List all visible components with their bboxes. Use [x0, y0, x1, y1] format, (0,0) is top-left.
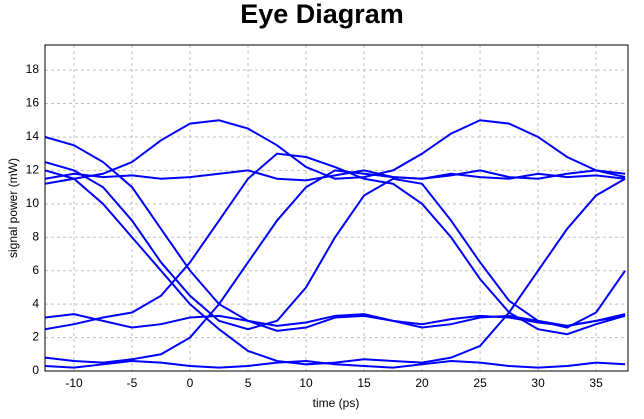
eye-trace — [45, 119, 626, 180]
eye-trace — [45, 313, 626, 329]
x-tick-label: -5 — [127, 376, 138, 390]
y-tick-label: 18 — [26, 62, 40, 76]
eye-trace — [45, 135, 626, 332]
x-tick-label: 20 — [415, 376, 429, 390]
eye-trace — [45, 169, 626, 364]
y-tick-label: 10 — [26, 196, 40, 210]
eye-trace — [45, 152, 626, 336]
y-tick-label: 4 — [32, 296, 39, 310]
x-tick-label: -10 — [65, 376, 83, 390]
y-tick-label: 0 — [32, 363, 39, 377]
x-tick-label: 30 — [531, 376, 545, 390]
eye-trace — [45, 161, 626, 331]
y-tick-label: 12 — [26, 163, 40, 177]
x-tick-label: 10 — [299, 376, 313, 390]
traces — [45, 119, 626, 369]
y-tick-label: 16 — [26, 96, 40, 110]
x-tick-label: 25 — [473, 376, 487, 390]
plot-frame — [44, 44, 629, 372]
y-tick-label: 8 — [32, 229, 39, 243]
x-tick-label: 5 — [245, 376, 252, 390]
x-axis-label: time (ps) — [313, 396, 360, 410]
eye-trace — [45, 169, 626, 182]
chart-title: Eye Diagram — [240, 0, 404, 29]
x-tick-label: 0 — [187, 376, 194, 390]
eye-trace — [45, 359, 626, 369]
eye-trace — [45, 177, 626, 366]
y-tick-label: 6 — [32, 263, 39, 277]
y-axis-label: signal power (mW) — [6, 158, 20, 258]
x-tick-label: 35 — [589, 376, 603, 390]
y-tick-label: 2 — [32, 330, 39, 344]
y-tick-label: 14 — [26, 129, 40, 143]
x-tick-label: 15 — [357, 376, 371, 390]
